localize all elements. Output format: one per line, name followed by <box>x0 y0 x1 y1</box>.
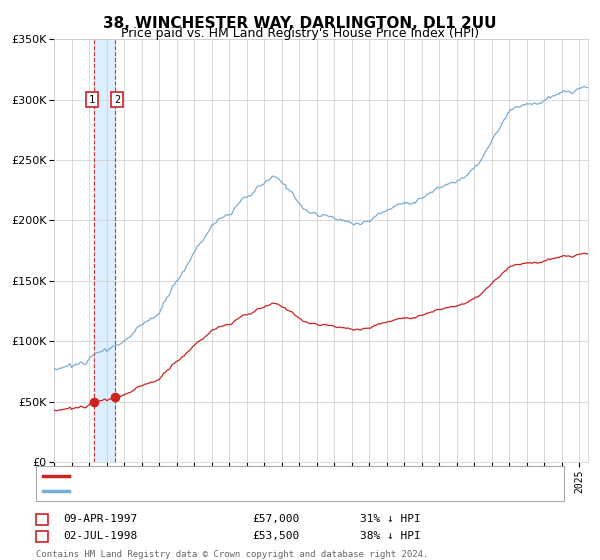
Text: 31% ↓ HPI: 31% ↓ HPI <box>360 514 421 524</box>
Text: HPI: Average price, detached house, Darlington: HPI: Average price, detached house, Darl… <box>76 487 375 497</box>
Text: £57,000: £57,000 <box>252 514 299 524</box>
Text: Contains HM Land Registry data © Crown copyright and database right 2024.
This d: Contains HM Land Registry data © Crown c… <box>36 550 428 560</box>
Text: 1: 1 <box>38 514 46 524</box>
Text: 1: 1 <box>89 95 95 105</box>
Text: Price paid vs. HM Land Registry's House Price Index (HPI): Price paid vs. HM Land Registry's House … <box>121 27 479 40</box>
Text: 2: 2 <box>38 531 46 542</box>
Text: 2: 2 <box>114 95 120 105</box>
Text: 38, WINCHESTER WAY, DARLINGTON, DL1 2UU: 38, WINCHESTER WAY, DARLINGTON, DL1 2UU <box>103 16 497 31</box>
Text: 38, WINCHESTER WAY, DARLINGTON, DL1 2UU (detached house): 38, WINCHESTER WAY, DARLINGTON, DL1 2UU … <box>76 471 440 481</box>
Bar <box>94 39 115 462</box>
Text: 38% ↓ HPI: 38% ↓ HPI <box>360 531 421 542</box>
Text: 09-APR-1997: 09-APR-1997 <box>63 514 137 524</box>
Text: £53,500: £53,500 <box>252 531 299 542</box>
Text: 02-JUL-1998: 02-JUL-1998 <box>63 531 137 542</box>
